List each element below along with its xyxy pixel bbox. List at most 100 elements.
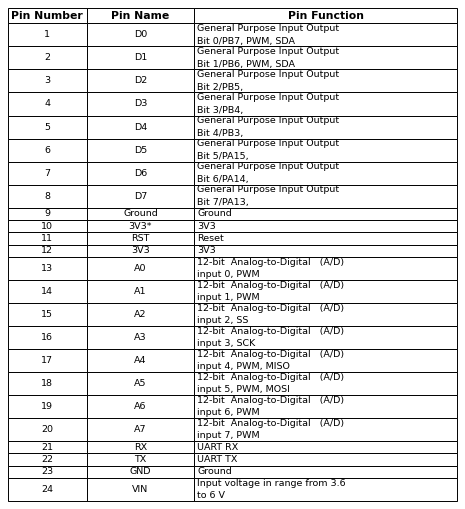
Text: 5: 5 (44, 123, 50, 131)
Text: A4: A4 (134, 356, 146, 365)
Bar (194, 326, 457, 349)
Bar (8, 349, 86, 372)
Bar (86, 93, 194, 116)
Text: General Purpose Input Output: General Purpose Input Output (197, 24, 339, 33)
Bar (194, 220, 457, 232)
Text: 17: 17 (41, 356, 53, 365)
Bar (86, 220, 194, 232)
Text: 12-bit  Analog-to-Digital   (A/D): 12-bit Analog-to-Digital (A/D) (197, 373, 345, 382)
Text: General Purpose Input Output: General Purpose Input Output (197, 116, 339, 125)
Text: A1: A1 (134, 287, 146, 296)
Bar (8, 326, 86, 349)
Text: input 0, PWM: input 0, PWM (197, 270, 260, 279)
Bar (8, 280, 86, 303)
Text: Bit 6/PA14,: Bit 6/PA14, (197, 175, 249, 184)
Text: Ground: Ground (197, 467, 232, 476)
Text: Bit 5/PA15,: Bit 5/PA15, (197, 152, 249, 161)
Text: 13: 13 (41, 264, 53, 273)
Bar (86, 349, 194, 372)
Text: 23: 23 (41, 467, 53, 476)
Bar (8, 93, 86, 116)
Text: 19: 19 (41, 402, 53, 411)
Text: VIN: VIN (133, 485, 149, 494)
Text: to 6 V: to 6 V (197, 491, 226, 500)
Text: 12-bit  Analog-to-Digital   (A/D): 12-bit Analog-to-Digital (A/D) (197, 350, 345, 359)
Bar (8, 303, 86, 326)
Text: General Purpose Input Output: General Purpose Input Output (197, 70, 339, 79)
Bar (86, 69, 194, 93)
Bar (86, 478, 194, 501)
Text: 14: 14 (41, 287, 53, 296)
Text: TX: TX (134, 455, 146, 464)
Text: D6: D6 (134, 168, 147, 178)
Bar (194, 418, 457, 441)
Text: Bit 2/PB5,: Bit 2/PB5, (197, 82, 244, 92)
Text: A7: A7 (134, 425, 146, 434)
Bar (194, 93, 457, 116)
Text: General Purpose Input Output: General Purpose Input Output (197, 162, 339, 172)
Bar (194, 138, 457, 161)
Bar (8, 116, 86, 138)
Text: 12-bit  Analog-to-Digital   (A/D): 12-bit Analog-to-Digital (A/D) (197, 396, 345, 405)
Text: 8: 8 (44, 192, 50, 201)
Bar (8, 208, 86, 220)
Text: 16: 16 (41, 333, 53, 342)
Text: input 5, PWM, MOSI: input 5, PWM, MOSI (197, 385, 290, 394)
Text: 24: 24 (41, 485, 53, 494)
Text: D7: D7 (134, 192, 147, 201)
Text: D4: D4 (134, 123, 147, 131)
Text: D2: D2 (134, 76, 147, 86)
Bar (8, 220, 86, 232)
Text: Bit 1/PB6, PWM, SDA: Bit 1/PB6, PWM, SDA (197, 60, 295, 69)
Bar (194, 466, 457, 478)
Text: 3V3*: 3V3* (129, 221, 152, 231)
Text: Bit 0/PB7, PWM, SDA: Bit 0/PB7, PWM, SDA (197, 37, 295, 46)
Text: Bit 4/PB3,: Bit 4/PB3, (197, 129, 244, 138)
Bar (86, 441, 194, 454)
Text: A3: A3 (134, 333, 147, 342)
Text: Bit 7/PA13,: Bit 7/PA13, (197, 198, 249, 207)
Text: 12-bit  Analog-to-Digital   (A/D): 12-bit Analog-to-Digital (A/D) (197, 258, 345, 267)
Bar (8, 46, 86, 69)
Text: A0: A0 (134, 264, 146, 273)
Text: A2: A2 (134, 310, 146, 319)
Text: Ground: Ground (123, 209, 158, 218)
Text: 11: 11 (41, 234, 53, 243)
Bar (194, 349, 457, 372)
Bar (194, 441, 457, 454)
Bar (8, 478, 86, 501)
Bar (8, 244, 86, 257)
Text: UART TX: UART TX (197, 455, 238, 464)
Text: Pin Number: Pin Number (12, 11, 83, 21)
Bar (86, 257, 194, 280)
Bar (194, 8, 457, 23)
Text: 9: 9 (44, 209, 50, 218)
Text: input 1, PWM: input 1, PWM (197, 293, 260, 302)
Bar (194, 161, 457, 185)
Bar (194, 303, 457, 326)
Bar (194, 395, 457, 418)
Bar (194, 454, 457, 466)
Bar (8, 69, 86, 93)
Text: D1: D1 (134, 53, 147, 63)
Text: Ground: Ground (197, 209, 232, 218)
Text: D5: D5 (134, 146, 147, 155)
Text: 20: 20 (41, 425, 53, 434)
Bar (8, 185, 86, 208)
Text: 3V3: 3V3 (197, 246, 216, 255)
Text: D3: D3 (134, 99, 147, 108)
Bar (194, 208, 457, 220)
Bar (86, 116, 194, 138)
Text: input 6, PWM: input 6, PWM (197, 408, 260, 417)
Bar (8, 232, 86, 244)
Bar (86, 138, 194, 161)
Bar (86, 161, 194, 185)
Bar (8, 8, 86, 23)
Text: 22: 22 (41, 455, 53, 464)
Text: 18: 18 (41, 379, 53, 388)
Bar (8, 23, 86, 46)
Text: 12: 12 (41, 246, 53, 255)
Bar (8, 257, 86, 280)
Text: 12-bit  Analog-to-Digital   (A/D): 12-bit Analog-to-Digital (A/D) (197, 419, 345, 428)
Bar (8, 466, 86, 478)
